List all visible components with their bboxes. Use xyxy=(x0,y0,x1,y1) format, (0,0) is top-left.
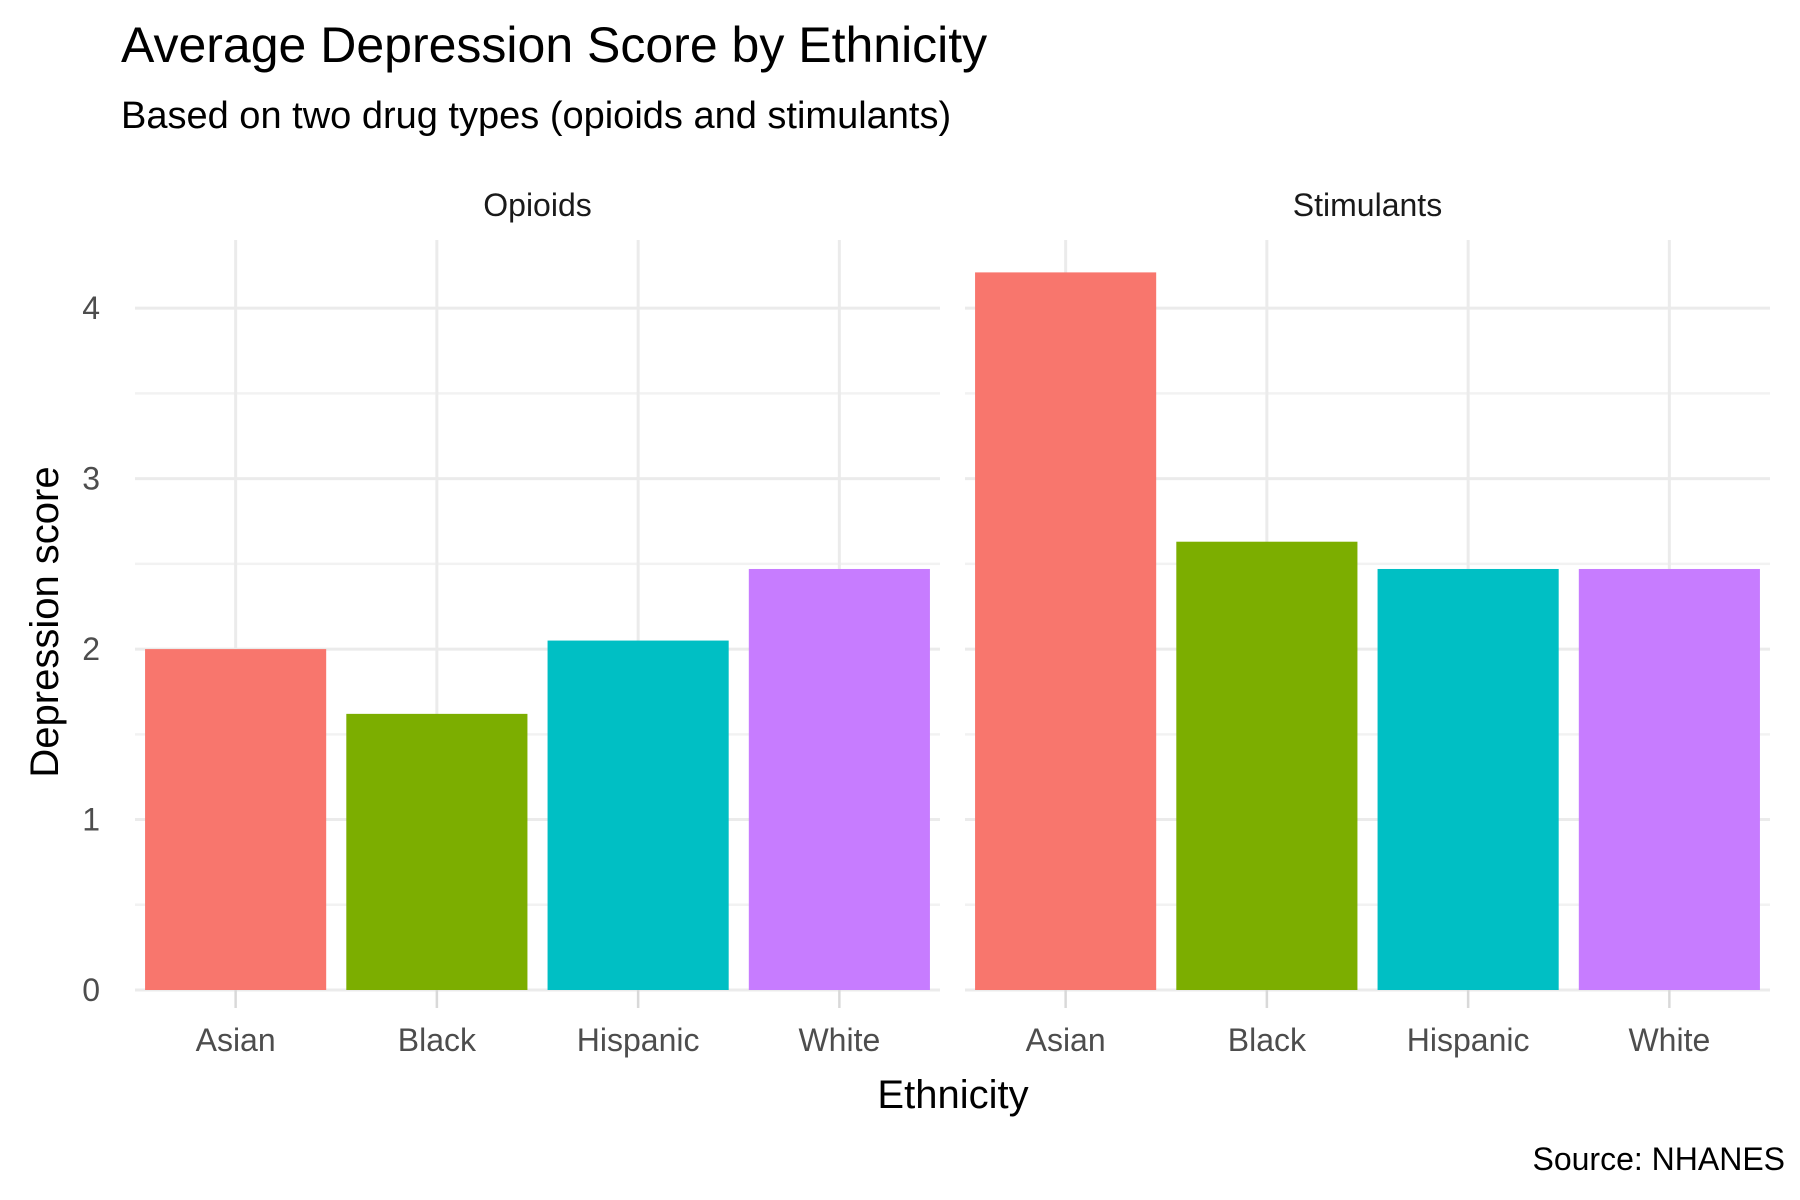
facet-panel-1: Stimulants Asian Black Hispanic White xyxy=(965,187,1770,1058)
y-tick-label: 3 xyxy=(82,461,100,497)
facet-label: Opioids xyxy=(483,187,592,223)
bar-stimulants-black xyxy=(1176,541,1358,990)
x-tick-label: Hispanic xyxy=(577,1022,700,1058)
x-tick-label: Asian xyxy=(196,1022,276,1058)
bar-opioids-black xyxy=(346,713,528,990)
y-tick-label: 2 xyxy=(82,631,100,667)
bar-stimulants-hispanic xyxy=(1377,568,1559,990)
x-axis-title: Ethnicity xyxy=(877,1073,1028,1117)
chart-subtitle: Based on two drug types (opioids and sti… xyxy=(121,95,951,137)
facet-label: Stimulants xyxy=(1293,187,1442,223)
x-tick-label: Black xyxy=(398,1022,477,1058)
y-axis: 0 1 2 3 4 xyxy=(82,290,100,1008)
chart-title: Average Depression Score by Ethnicity xyxy=(121,17,987,73)
bar-stimulants-asian xyxy=(975,272,1157,990)
y-axis-title: Depression score xyxy=(23,466,67,777)
x-tick-label: White xyxy=(798,1022,880,1058)
facet-panel-0: Opioids Asian Black Hispanic White xyxy=(135,187,940,1058)
y-tick-label: 0 xyxy=(82,972,100,1008)
y-tick-label: 4 xyxy=(82,290,100,326)
x-tick-label: Black xyxy=(1228,1022,1307,1058)
bar-opioids-white xyxy=(748,568,930,990)
y-tick-label: 1 xyxy=(82,802,100,838)
bar-stimulants-white xyxy=(1578,568,1760,990)
bar-opioids-asian xyxy=(145,649,327,990)
chart-caption: Source: NHANES xyxy=(1532,1141,1785,1177)
x-tick-label: Hispanic xyxy=(1407,1022,1530,1058)
x-tick-label: White xyxy=(1628,1022,1710,1058)
bar-opioids-hispanic xyxy=(547,640,729,990)
x-tick-label: Asian xyxy=(1026,1022,1106,1058)
